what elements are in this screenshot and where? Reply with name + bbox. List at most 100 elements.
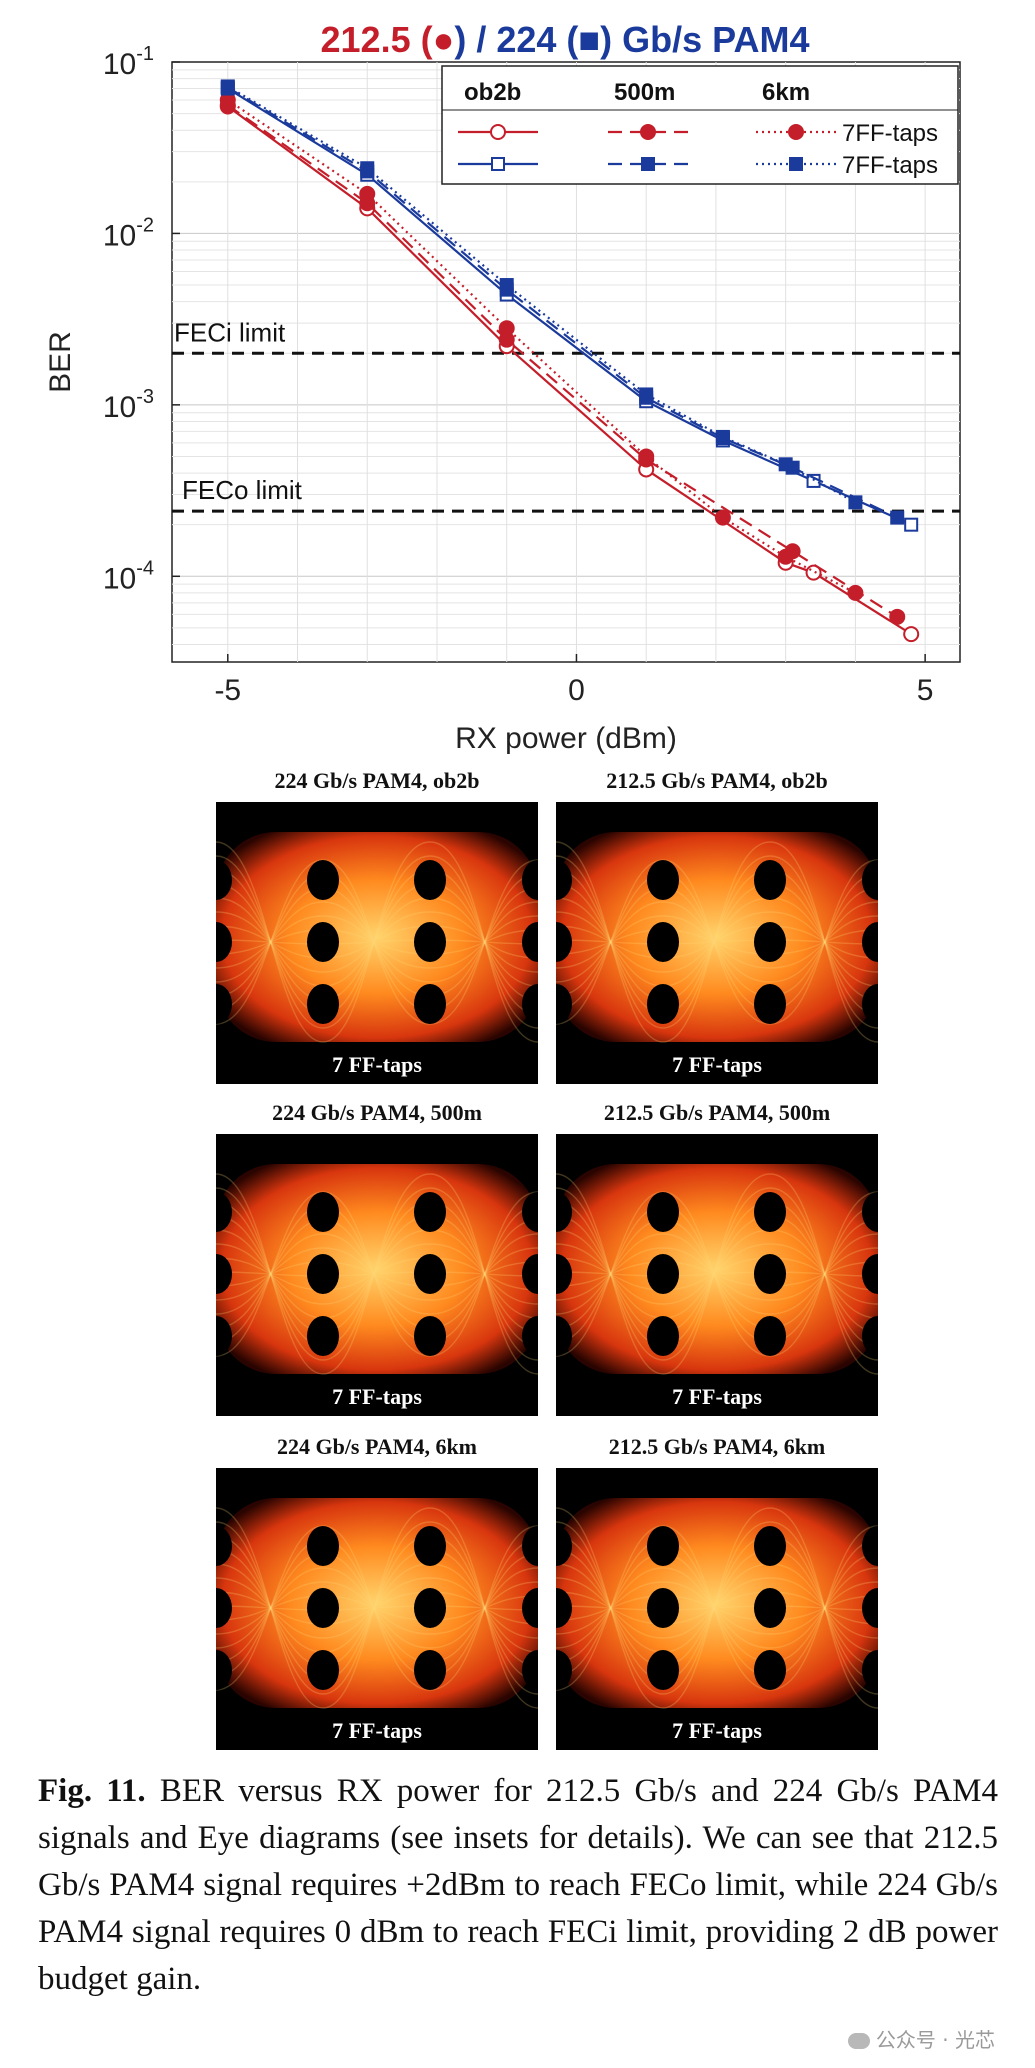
eye-trace [216, 1525, 538, 1691]
eye-trace [556, 925, 878, 959]
eye-opening [556, 1526, 572, 1566]
eye-opening [647, 1526, 679, 1566]
legend: ob2b 500m 6km 7FF-taps 7FF-taps [441, 65, 959, 185]
data-point [715, 429, 730, 444]
eye-opening [307, 860, 339, 900]
series-line [227, 104, 898, 618]
eye-trace [556, 1257, 878, 1291]
eye-opening [216, 1316, 232, 1356]
legend-label: 7FF-taps [842, 152, 938, 179]
eye-glow [216, 1164, 538, 1374]
eye-label: 7 FF-taps [332, 1718, 422, 1743]
eye-trace [216, 1577, 538, 1639]
eye-trace [556, 901, 878, 983]
eye-opening [522, 1588, 538, 1628]
eye-trace [556, 855, 878, 1029]
eye-trace [216, 887, 538, 997]
eye-trace [556, 1577, 878, 1639]
data-point [777, 548, 794, 565]
eye-trace [216, 1553, 538, 1663]
eye-trace [556, 1229, 878, 1319]
eye-trace [556, 1567, 878, 1649]
eye-opening [754, 860, 786, 900]
eye-trace [216, 897, 538, 987]
eye-trace [556, 1595, 878, 1621]
eye-opening [862, 1650, 878, 1690]
eye-trace [556, 841, 878, 1043]
eye-trace [556, 1605, 878, 1611]
legend-label: 7FF-taps [842, 120, 938, 147]
figure-caption: Fig. 11. BER versus RX power for 212.5 G… [38, 1768, 998, 2003]
eye-opening [522, 1650, 538, 1690]
x-tick-label: 0 [568, 674, 585, 707]
eye-opening [647, 1650, 679, 1690]
eye-trace [216, 1563, 538, 1653]
eye-opening [414, 860, 446, 900]
eye-trace [556, 1233, 878, 1315]
eye-trace [556, 1201, 878, 1347]
legend-header: 6km [762, 79, 810, 106]
title-circle-marker: ● [433, 19, 455, 60]
eye-opening [647, 922, 679, 962]
caption-text: BER versus RX power for 212.5 Gb/s and 2… [38, 1773, 998, 1997]
eye-trace [216, 1271, 538, 1277]
eye-trace [556, 1247, 878, 1301]
x-tick-label: -5 [214, 674, 241, 707]
eye-trace [556, 915, 878, 969]
data-point [848, 495, 863, 510]
eye-opening [647, 1316, 679, 1356]
eye-diagram-image: 7 FF-taps [216, 1134, 538, 1416]
eye-opening [414, 1192, 446, 1232]
eye-trace [556, 1563, 878, 1653]
eye-diagram-image: 7 FF-taps [556, 1468, 878, 1750]
eye-trace [216, 911, 538, 973]
fec-limit-label: FECi limit [174, 317, 286, 347]
title-square-marker: ■ [578, 19, 600, 60]
eye-trace [556, 1525, 878, 1691]
eye-opening [862, 1526, 878, 1566]
y-tick-label: 10-3 [103, 386, 154, 424]
eye-label: 7 FF-taps [332, 1052, 422, 1077]
legend-marker [490, 124, 506, 140]
eye-trace [216, 855, 538, 1029]
eye-opening [307, 1526, 339, 1566]
eye-trace [556, 1581, 878, 1635]
eye-trace [216, 859, 538, 1025]
eye-trace [556, 1187, 878, 1361]
grid-lines [172, 62, 960, 662]
eye-trace [216, 939, 538, 945]
eye-opening [556, 1192, 572, 1232]
eye-opening [754, 1254, 786, 1294]
x-axis-label: RX power (dBm) [455, 722, 677, 755]
eye-opening [862, 1254, 878, 1294]
data-point [220, 79, 235, 94]
wechat-icon [847, 2033, 870, 2049]
eye-opening [647, 1588, 679, 1628]
data-point [847, 584, 864, 601]
eye-trace [556, 1535, 878, 1681]
eye-opening [862, 860, 878, 900]
eye-trace [556, 1261, 878, 1287]
eye-opening [647, 1192, 679, 1232]
eye-opening [862, 984, 878, 1024]
eye-glow [556, 1498, 878, 1708]
data-point [890, 510, 905, 525]
eye-trace [216, 1507, 538, 1709]
eye-trace [216, 929, 538, 955]
eye-trace [216, 901, 538, 983]
eye-glow [216, 1498, 538, 1708]
eye-trace [216, 925, 538, 959]
eye-trace [556, 883, 878, 1001]
eye-title: 212.5 Gb/s PAM4, ob2b [606, 768, 828, 793]
eye-opening [414, 1526, 446, 1566]
legend-header: ob2b [464, 79, 521, 106]
eye-trace [556, 869, 878, 1015]
data-point [499, 278, 514, 293]
eye-opening [647, 1254, 679, 1294]
series-2125-6km [219, 92, 864, 601]
eye-opening [522, 984, 538, 1024]
eye-opening [522, 922, 538, 962]
eye-opening [754, 1588, 786, 1628]
eye-opening [754, 1316, 786, 1356]
eye-trace [556, 1173, 878, 1375]
